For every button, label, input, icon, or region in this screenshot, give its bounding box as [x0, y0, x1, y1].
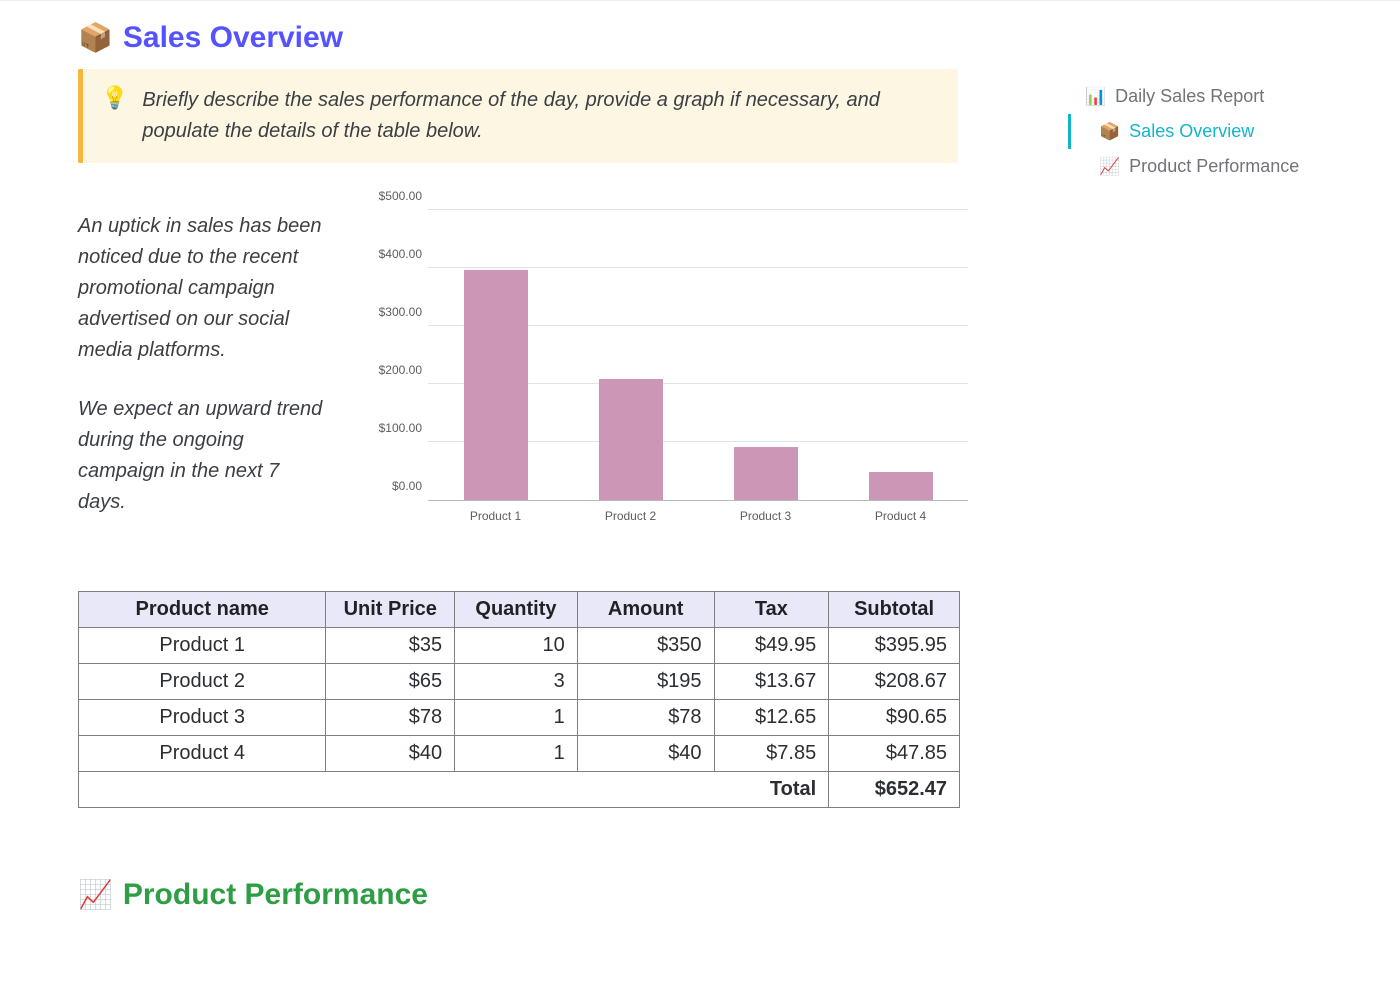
chart-bar-slot: [428, 211, 563, 500]
col-amount: Amount: [577, 592, 714, 628]
cell-product-name: Product 4: [79, 736, 326, 772]
cell-unit-price: $65: [326, 664, 455, 700]
table-row: Product 4$401$40$7.85$47.85: [79, 736, 960, 772]
table-row: Product 1$3510$350$49.95$395.95: [79, 628, 960, 664]
cell-quantity: 10: [455, 628, 578, 664]
lightbulb-icon: 💡: [101, 85, 128, 147]
chart-x-tick-label: Product 1: [428, 509, 563, 523]
table-row: Product 2$653$195$13.67$208.67: [79, 664, 960, 700]
col-subtotal: Subtotal: [829, 592, 960, 628]
toc-item-icon: 📦: [1099, 123, 1120, 140]
chart-bar: [599, 379, 663, 500]
cell-amount: $78: [577, 700, 714, 736]
toc-item-label: Product Performance: [1129, 156, 1299, 177]
narrative-p2: We expect an upward trend during the ong…: [78, 394, 324, 518]
chart-gridline: [428, 209, 968, 210]
toc-sidebar: 📊 Daily Sales Report 📦 Sales Overview 📈 Produ…: [1068, 21, 1328, 926]
cell-subtotal: $395.95: [829, 628, 960, 664]
sales-table: Product name Unit Price Quantity Amount …: [78, 591, 960, 808]
cell-product-name: Product 3: [79, 700, 326, 736]
heading-sales-overview: 📦 Sales Overview: [78, 21, 978, 55]
toc-item[interactable]: 📈 Product Performance: [1068, 149, 1328, 184]
cell-amount: $195: [577, 664, 714, 700]
cell-product-name: Product 1: [79, 628, 326, 664]
col-unit-price: Unit Price: [326, 592, 455, 628]
toc-item-icon: 📈: [1099, 158, 1120, 175]
col-product-name: Product name: [79, 592, 326, 628]
heading-product-performance: 📈 Product Performance: [78, 878, 978, 912]
cell-unit-price: $40: [326, 736, 455, 772]
chart-y-tick-label: $400.00: [348, 247, 422, 261]
cell-amount: $350: [577, 628, 714, 664]
chart-bar-slot: [698, 211, 833, 500]
sales-bar-chart: $0.00$100.00$200.00$300.00$400.00$500.00…: [348, 211, 978, 541]
table-row: Product 3$781$78$12.65$90.65: [79, 700, 960, 736]
chart-x-tick-label: Product 3: [698, 509, 833, 523]
chart-y-tick-label: $300.00: [348, 305, 422, 319]
cell-tax: $13.67: [714, 664, 829, 700]
cell-tax: $49.95: [714, 628, 829, 664]
package-icon: 📦: [78, 24, 113, 52]
cell-product-name: Product 2: [79, 664, 326, 700]
chart-y-tick-label: $100.00: [348, 421, 422, 435]
toc-item-label: Sales Overview: [1129, 121, 1254, 142]
cell-unit-price: $35: [326, 628, 455, 664]
total-label: Total: [79, 772, 829, 808]
narrative-p1: An uptick in sales has been noticed due …: [78, 211, 324, 366]
toc-item-icon: 📊: [1085, 88, 1106, 105]
cell-subtotal: $90.65: [829, 700, 960, 736]
cell-subtotal: $208.67: [829, 664, 960, 700]
chart-trend-icon: 📈: [78, 881, 113, 909]
chart-x-tick-label: Product 2: [563, 509, 698, 523]
chart-bar-slot: [563, 211, 698, 500]
callout-tip: 💡 Briefly describe the sales performance…: [78, 69, 958, 163]
cell-quantity: 3: [455, 664, 578, 700]
chart-y-tick-label: $500.00: [348, 189, 422, 203]
heading-perf-text: Product Performance: [123, 878, 428, 912]
narrative-block: An uptick in sales has been noticed due …: [78, 211, 324, 541]
cell-quantity: 1: [455, 700, 578, 736]
cell-tax: $7.85: [714, 736, 829, 772]
table-header-row: Product name Unit Price Quantity Amount …: [79, 592, 960, 628]
chart-y-tick-label: $0.00: [348, 479, 422, 493]
toc-item[interactable]: 📦 Sales Overview: [1068, 114, 1328, 149]
cell-tax: $12.65: [714, 700, 829, 736]
chart-bar-slot: [833, 211, 968, 500]
col-quantity: Quantity: [455, 592, 578, 628]
chart-bar: [464, 270, 528, 500]
cell-quantity: 1: [455, 736, 578, 772]
chart-bar: [734, 447, 798, 500]
main-content: 📦 Sales Overview 💡 Briefly describe the …: [78, 21, 978, 926]
total-value: $652.47: [829, 772, 960, 808]
toc-item-label: Daily Sales Report: [1115, 86, 1264, 107]
cell-unit-price: $78: [326, 700, 455, 736]
callout-text: Briefly describe the sales performance o…: [142, 85, 936, 147]
cell-amount: $40: [577, 736, 714, 772]
toc-item[interactable]: 📊 Daily Sales Report: [1068, 79, 1328, 114]
chart-x-tick-label: Product 4: [833, 509, 968, 523]
chart-bar: [869, 472, 933, 500]
heading-sales-text: Sales Overview: [123, 21, 343, 55]
cell-subtotal: $47.85: [829, 736, 960, 772]
col-tax: Tax: [714, 592, 829, 628]
table-total-row: Total $652.47: [79, 772, 960, 808]
chart-y-tick-label: $200.00: [348, 363, 422, 377]
